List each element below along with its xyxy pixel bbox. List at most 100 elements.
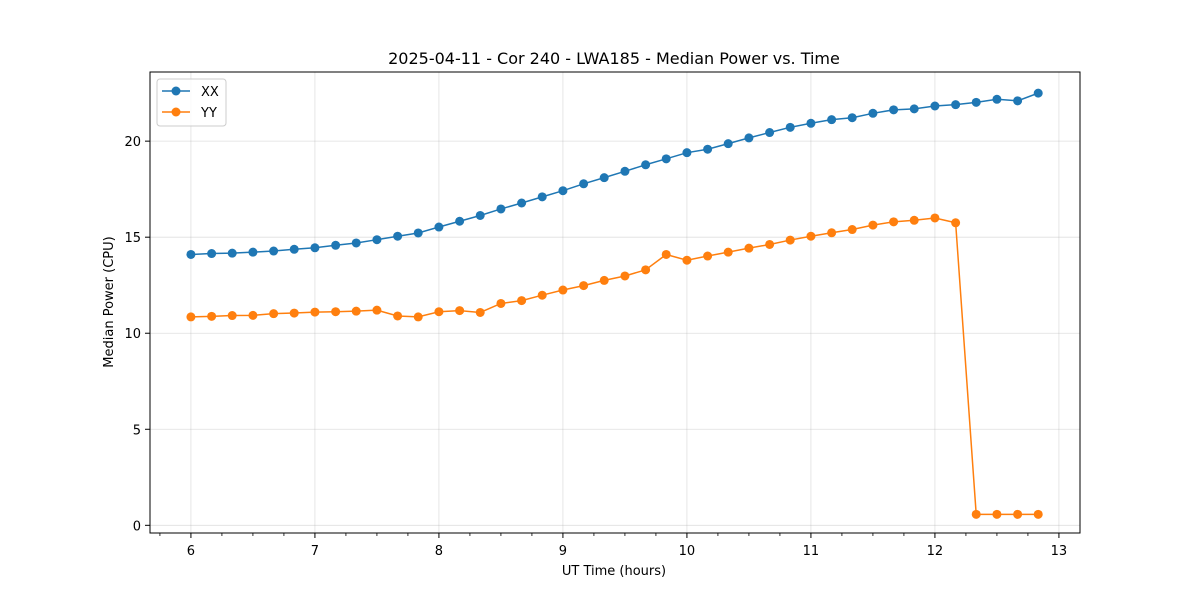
legend-item-xx: XX	[162, 85, 219, 100]
data-point-yy	[806, 231, 816, 241]
data-point-xx	[682, 148, 692, 158]
data-point-xx	[889, 105, 899, 115]
data-point-xx	[723, 139, 733, 149]
data-point-xx	[599, 173, 609, 183]
data-point-yy	[517, 296, 527, 306]
data-point-yy	[227, 311, 237, 321]
data-point-yy	[372, 305, 382, 315]
data-point-xx	[310, 243, 320, 253]
x-tick-label: 12	[927, 544, 944, 559]
data-point-xx	[661, 154, 671, 164]
data-point-yy	[620, 271, 630, 281]
data-point-xx	[806, 118, 816, 128]
data-point-xx	[393, 231, 403, 241]
data-point-yy	[703, 251, 713, 261]
data-point-yy	[393, 311, 403, 321]
data-point-yy	[434, 307, 444, 317]
y-tick-label: 5	[133, 423, 141, 438]
x-tick-label: 6	[187, 544, 195, 559]
data-point-xx	[248, 247, 258, 257]
data-point-xx	[1013, 96, 1023, 106]
data-point-xx	[537, 192, 547, 202]
data-point-xx	[579, 179, 589, 189]
data-point-yy	[579, 281, 589, 291]
series-layer	[186, 88, 1043, 519]
series-xx	[186, 88, 1043, 259]
y-tick-label: 10	[124, 327, 141, 342]
x-tick-label: 13	[1051, 544, 1068, 559]
data-point-yy	[475, 307, 485, 317]
data-point-xx	[765, 128, 775, 138]
data-point-yy	[971, 509, 981, 519]
data-point-yy	[1033, 509, 1043, 519]
data-point-yy	[661, 249, 671, 259]
legend-swatch-marker	[171, 107, 181, 117]
series-yy	[186, 213, 1043, 519]
data-point-xx	[992, 94, 1002, 104]
data-point-yy	[1013, 509, 1023, 519]
data-point-xx	[1033, 88, 1043, 98]
data-point-yy	[889, 217, 899, 227]
data-point-xx	[455, 216, 465, 226]
data-point-xx	[641, 160, 651, 170]
data-point-xx	[289, 244, 299, 254]
data-point-xx	[744, 133, 754, 143]
data-point-xx	[971, 97, 981, 107]
data-point-xx	[434, 222, 444, 232]
grid-lines	[150, 72, 1080, 533]
data-point-xx	[951, 100, 961, 110]
x-tick-label: 9	[559, 544, 567, 559]
data-point-yy	[992, 509, 1002, 519]
data-point-yy	[599, 275, 609, 285]
data-point-yy	[909, 215, 919, 225]
data-point-yy	[289, 308, 299, 318]
data-point-xx	[207, 249, 217, 259]
series-line-yy	[190, 217, 1039, 516]
x-tick-label: 8	[435, 544, 443, 559]
x-tick-label: 10	[679, 544, 696, 559]
data-point-xx	[413, 228, 423, 238]
data-point-xx	[351, 238, 361, 248]
y-tick-label: 20	[124, 135, 141, 150]
x-tick-label: 11	[803, 544, 820, 559]
legend-item-yy: YY	[162, 106, 217, 121]
data-point-xx	[186, 249, 196, 259]
data-point-yy	[413, 312, 423, 322]
data-point-xx	[558, 186, 568, 196]
data-point-xx	[475, 210, 485, 220]
data-point-yy	[331, 307, 341, 317]
data-point-xx	[703, 144, 713, 154]
legend-label: XX	[201, 85, 219, 100]
x-tick-label: 7	[311, 544, 319, 559]
data-point-yy	[827, 228, 837, 238]
data-point-yy	[868, 220, 878, 230]
data-point-yy	[847, 225, 857, 235]
legend: XX YY	[156, 78, 227, 127]
data-point-xx	[847, 113, 857, 123]
data-point-yy	[682, 255, 692, 265]
data-point-yy	[207, 311, 217, 321]
data-point-xx	[496, 204, 506, 214]
legend-swatch-marker	[171, 86, 181, 96]
y-axis: 0 5 10 15 20	[124, 135, 150, 534]
data-point-yy	[269, 309, 279, 319]
y-axis-label: Median Power (CPU)	[102, 236, 117, 367]
legend-label: YY	[200, 106, 217, 121]
data-point-yy	[496, 298, 506, 308]
data-point-yy	[351, 306, 361, 316]
data-point-yy	[744, 243, 754, 253]
y-tick-label: 0	[133, 519, 141, 534]
data-point-xx	[269, 246, 279, 256]
data-point-xx	[331, 240, 341, 250]
data-point-xx	[620, 166, 630, 176]
data-point-yy	[537, 290, 547, 300]
data-point-xx	[517, 198, 527, 208]
data-point-xx	[930, 101, 940, 111]
data-point-yy	[951, 218, 961, 228]
data-point-yy	[641, 265, 651, 275]
data-point-yy	[723, 247, 733, 257]
data-point-xx	[227, 248, 237, 258]
data-point-yy	[310, 307, 320, 317]
y-tick-label: 15	[124, 231, 141, 246]
